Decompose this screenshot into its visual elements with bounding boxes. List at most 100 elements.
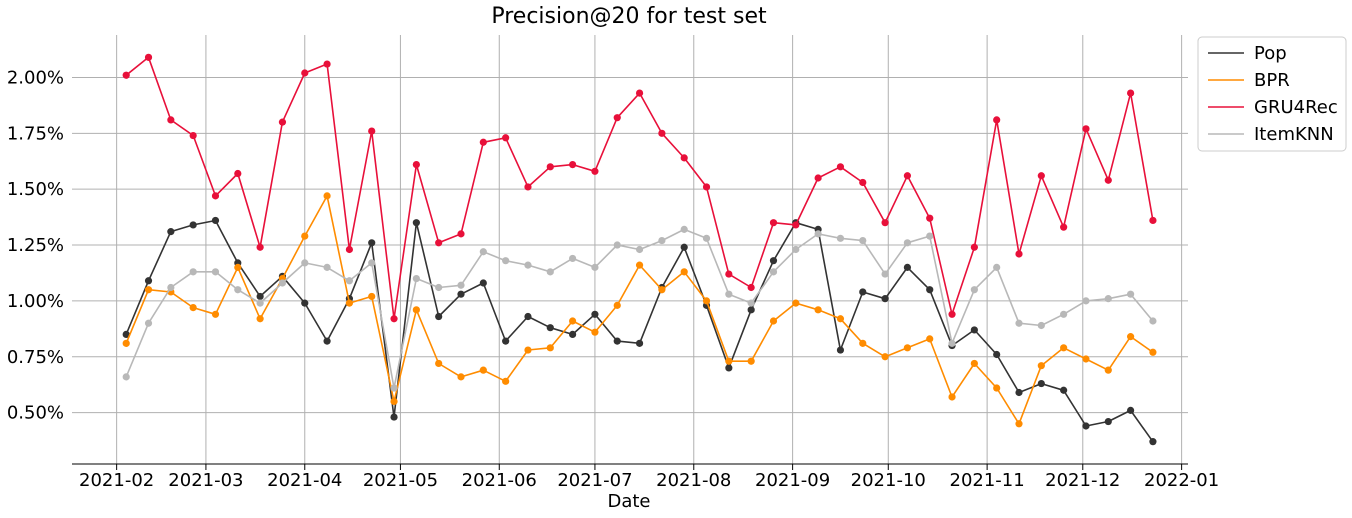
data-point-bpr — [926, 335, 934, 343]
data-point-gru4rec — [569, 160, 577, 169]
data-point-bpr — [1060, 344, 1068, 352]
data-point-itemknn — [256, 299, 264, 307]
y-tick-label: 1.50% — [7, 179, 64, 200]
data-point-gru4rec — [926, 214, 934, 222]
data-point-itemknn — [524, 261, 532, 269]
data-point-itemknn — [546, 268, 554, 276]
legend-box — [1197, 36, 1347, 152]
data-point-gru4rec — [412, 160, 420, 169]
data-point-bpr — [412, 306, 420, 314]
y-tick-label: 1.75% — [7, 123, 64, 144]
data-point-itemknn — [1149, 317, 1157, 325]
x-tick-label: 2021-05 — [363, 470, 438, 491]
data-point-itemknn — [903, 239, 912, 247]
data-point-gru4rec — [948, 310, 956, 318]
data-point-gru4rec — [859, 178, 867, 187]
data-point-gru4rec — [234, 169, 242, 178]
data-point-gru4rec — [903, 172, 912, 180]
data-point-bpr — [881, 353, 889, 361]
data-point-pop — [546, 324, 554, 332]
data-point-gru4rec — [1104, 176, 1112, 184]
series-line-pop — [125, 219, 1154, 443]
data-point-gru4rec — [278, 118, 287, 126]
data-point-pop — [256, 292, 264, 301]
data-point-pop — [836, 346, 845, 354]
data-point-bpr — [613, 301, 621, 309]
data-point-gru4rec — [591, 167, 599, 175]
data-point-itemknn — [1015, 319, 1023, 327]
data-point-itemknn — [792, 245, 800, 254]
data-point-itemknn — [144, 319, 153, 327]
data-point-pop — [591, 310, 599, 318]
data-point-gru4rec — [211, 192, 220, 200]
data-point-pop — [122, 330, 130, 339]
data-point-bpr — [301, 232, 309, 240]
data-point-pop — [211, 216, 220, 225]
data-point-itemknn — [479, 248, 487, 256]
legend: Pop BPR GRU4Rec ItemKNN — [1197, 36, 1347, 152]
data-point-bpr — [1149, 348, 1157, 356]
data-point-itemknn — [725, 290, 733, 298]
data-point-gru4rec — [122, 71, 130, 79]
data-point-gru4rec — [1015, 250, 1023, 258]
data-point-itemknn — [993, 263, 1001, 271]
data-point-itemknn — [769, 268, 778, 276]
data-point-gru4rec — [993, 116, 1001, 124]
data-point-itemknn — [1104, 295, 1112, 303]
data-point-gru4rec — [1037, 172, 1045, 180]
x-tick-label: 2021-02 — [79, 470, 154, 491]
data-point-gru4rec — [368, 127, 376, 135]
data-point-bpr — [635, 261, 644, 269]
data-point-pop — [189, 221, 197, 229]
data-point-gru4rec — [635, 89, 644, 97]
data-point-gru4rec — [1127, 89, 1135, 97]
data-point-pop — [524, 312, 532, 321]
x-tick-label: 2021-08 — [656, 470, 731, 491]
data-point-bpr — [144, 286, 153, 294]
data-point-gru4rec — [881, 219, 889, 227]
data-point-bpr — [502, 377, 510, 385]
x-tick-label: 2021-07 — [557, 470, 632, 491]
data-point-bpr — [836, 315, 845, 323]
x-tick-label: 2021-09 — [755, 470, 830, 491]
data-point-gru4rec — [613, 114, 621, 122]
data-point-bpr — [680, 268, 688, 276]
x-tick-label: 2021-12 — [1045, 470, 1120, 491]
data-point-pop — [970, 326, 978, 334]
data-point-itemknn — [345, 277, 354, 285]
data-point-gru4rec — [167, 116, 175, 124]
legend-label-pop: Pop — [1254, 43, 1287, 64]
data-point-itemknn — [747, 299, 755, 307]
data-point-itemknn — [591, 263, 599, 271]
data-point-pop — [323, 337, 331, 345]
x-axis-label: Date — [607, 491, 650, 512]
data-point-bpr — [234, 263, 242, 271]
data-point-bpr — [591, 328, 599, 336]
data-point-itemknn — [435, 283, 443, 292]
data-point-bpr — [747, 357, 755, 365]
data-point-pop — [635, 339, 644, 347]
x-tick-label: 2022-01 — [1144, 470, 1219, 491]
data-point-gru4rec — [390, 315, 398, 323]
data-point-gru4rec — [747, 283, 755, 292]
data-point-pop — [1082, 422, 1090, 430]
data-point-bpr — [457, 373, 465, 381]
data-point-gru4rec — [702, 183, 711, 191]
data-point-gru4rec — [502, 134, 510, 142]
data-point-bpr — [546, 344, 554, 352]
data-point-gru4rec — [524, 183, 532, 191]
data-point-pop — [479, 279, 487, 287]
data-point-pop — [1104, 417, 1112, 426]
data-point-pop — [613, 337, 621, 345]
data-point-gru4rec — [144, 53, 153, 61]
data-point-itemknn — [814, 230, 822, 238]
data-point-bpr — [769, 317, 778, 325]
data-point-pop — [1015, 388, 1023, 397]
data-point-pop — [435, 312, 443, 321]
data-point-itemknn — [189, 268, 197, 276]
data-point-bpr — [323, 192, 331, 200]
data-point-gru4rec — [301, 69, 309, 77]
data-point-pop — [1149, 438, 1157, 446]
data-point-itemknn — [613, 241, 621, 249]
